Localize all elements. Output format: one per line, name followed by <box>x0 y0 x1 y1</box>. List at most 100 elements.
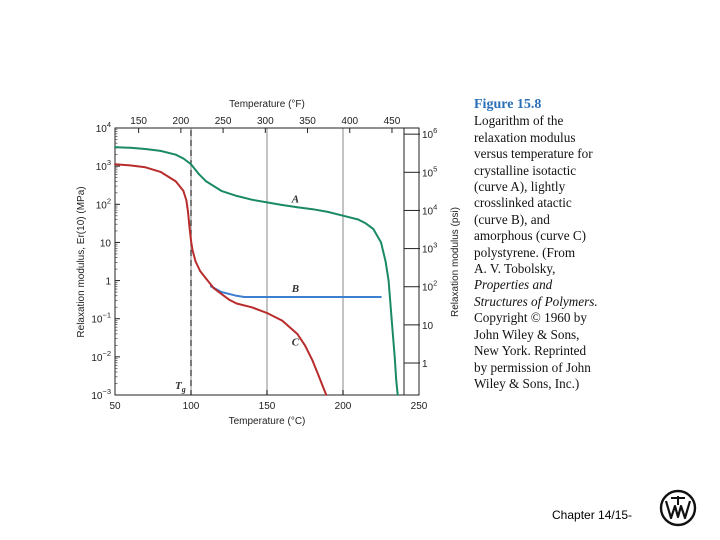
y2-tick-base: 1 <box>422 359 428 370</box>
y-tick-exponent: −1 <box>102 311 111 320</box>
y2-tick-base: 10 <box>422 245 434 256</box>
y-tick-base: 10 <box>96 124 108 135</box>
series-a-point <box>182 157 185 160</box>
series-a-point <box>266 201 268 204</box>
series-a-point <box>281 204 284 206</box>
y-tick-label: 103 <box>96 158 111 173</box>
series-c-point <box>188 226 191 229</box>
x-tick-label: 200 <box>335 401 352 412</box>
series-c-point <box>325 394 328 396</box>
y-tick-label: 10 <box>100 238 112 249</box>
series-c-point <box>114 163 116 166</box>
series-a-point <box>174 153 177 156</box>
series-c-point <box>194 260 197 263</box>
y-tick-base: 1 <box>105 277 111 288</box>
series-c-point <box>182 190 185 192</box>
y2-tick-label: 105 <box>422 164 437 179</box>
tg-label-subscript: g <box>181 385 186 394</box>
series-c-point <box>220 293 223 295</box>
x2-tick-label: 400 <box>341 116 358 127</box>
y-tick-base: 10 <box>96 200 108 211</box>
tg-layer: Tg <box>175 130 192 395</box>
wiley-logo-icon <box>659 489 697 527</box>
caption-line: Copyright © 1960 by <box>474 310 587 326</box>
series-a-point <box>396 394 399 396</box>
caption-line: (curve A), lightly <box>474 179 566 195</box>
series-b-point <box>235 294 238 297</box>
y2-tick-label: 10 <box>422 321 434 332</box>
caption-body: Logarithm of the relaxation modulus versus… <box>474 113 624 392</box>
caption-line: relaxation modulus <box>474 129 576 145</box>
y-tick-label: 104 <box>96 120 111 135</box>
series-b-point <box>243 296 246 298</box>
series-c-point <box>296 333 299 335</box>
x-tick-label: 100 <box>183 401 200 412</box>
y2-tick-base: 10 <box>422 283 434 294</box>
y-tick-label: 10−2 <box>91 349 111 364</box>
x2-tick-label: 450 <box>384 116 401 127</box>
x2-tick-label: 300 <box>257 116 274 127</box>
series-a-point <box>357 218 360 221</box>
series-a-point <box>114 146 116 148</box>
x-tick-label: 150 <box>259 401 276 412</box>
caption-line: amorphous (curve C) <box>474 228 587 244</box>
series-a-point <box>380 241 382 244</box>
curve-label-c: C <box>292 337 300 349</box>
series-layer <box>114 146 399 396</box>
y2-tick-exponent: 6 <box>433 126 437 135</box>
y-tick-base: 10 <box>91 391 103 402</box>
labels-layer: A B C <box>291 194 300 349</box>
y-tick-label: 10−1 <box>91 311 111 326</box>
series-a-point <box>250 198 253 201</box>
x2-tick-label: 150 <box>130 116 147 127</box>
y-tick-label: 10−3 <box>91 387 111 402</box>
x2-tick-label: 200 <box>173 116 190 127</box>
series-c-point <box>190 239 192 242</box>
y2-tick-exponent: 3 <box>433 241 437 250</box>
series-a-point <box>384 260 387 263</box>
series-c-point <box>199 270 202 272</box>
series-c-point <box>250 306 253 309</box>
y2-tick-base: 10 <box>422 130 434 141</box>
x2-tick-label: 250 <box>215 116 232 127</box>
series-c-point <box>212 287 215 290</box>
series-a-point <box>220 190 223 192</box>
series-a-point <box>235 194 238 197</box>
y2-tick-base: 10 <box>422 206 434 217</box>
caption-line: New York. Reprinted <box>474 343 587 359</box>
y-tick-base: 10 <box>91 353 103 364</box>
x-tick-label: 250 <box>411 401 428 412</box>
series-a-point <box>197 172 200 175</box>
series-a-point <box>326 211 329 213</box>
caption-line: crystalline isotactic <box>474 162 577 178</box>
series-a-point <box>190 163 192 166</box>
series-a-point <box>144 148 147 150</box>
series-a-point <box>372 228 375 230</box>
figure-caption: Figure 15.8 Logarithm of the relaxation m… <box>474 97 624 392</box>
series-c-point <box>304 344 306 347</box>
caption-line: by permission of John <box>474 359 591 375</box>
y2-tick-exponent: 2 <box>433 279 437 288</box>
chapter-footer: Chapter 14/15- <box>552 508 633 522</box>
y2-tick-label: 103 <box>422 241 437 256</box>
y-tick-label: 1 <box>105 277 111 288</box>
y2-tick-label: 106 <box>422 126 437 141</box>
y-tick-label: 102 <box>96 196 111 211</box>
series-c-point <box>174 180 177 183</box>
tg-label-symbol: T <box>175 380 183 392</box>
y2-tick-label: 104 <box>422 202 437 217</box>
y-tick-exponent: −2 <box>102 349 111 358</box>
caption-title: Figure 15.8 <box>474 97 542 112</box>
series-c-point <box>159 170 162 173</box>
y2-tick-label: 102 <box>422 279 437 294</box>
series-c-point <box>281 319 284 322</box>
y-tick-exponent: 4 <box>107 120 111 129</box>
caption-line: A. V. Tobolsky, <box>474 261 556 277</box>
grid-layer <box>190 128 344 395</box>
curve-label-a: A <box>291 194 299 206</box>
series-c-point <box>185 199 188 202</box>
series-a-point <box>311 208 314 211</box>
series-c-point <box>322 386 325 389</box>
caption-line: versus temperature for <box>474 146 593 162</box>
